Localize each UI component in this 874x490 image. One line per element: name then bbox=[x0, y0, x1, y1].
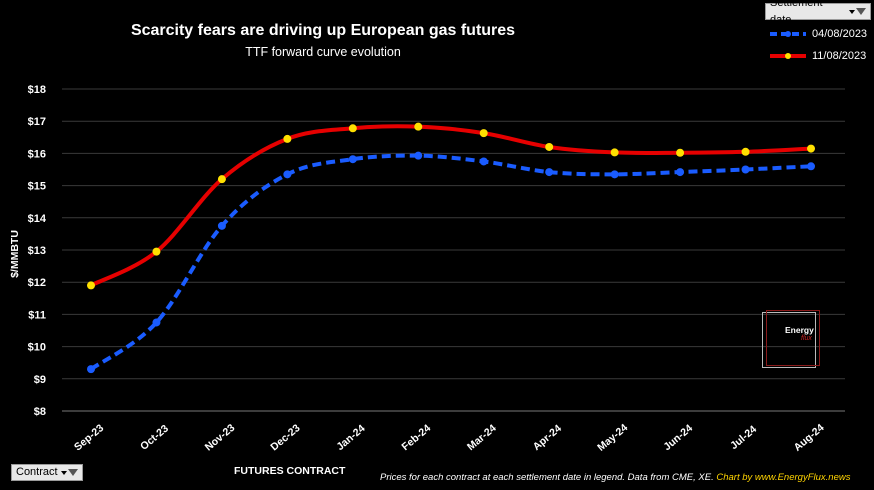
legend-item-series2[interactable]: 11/08/2023 bbox=[768, 45, 867, 67]
x-tick-label: Nov-23 bbox=[203, 422, 238, 454]
data-point-04-08-2023 bbox=[807, 162, 815, 171]
logo-text-line1: Energy bbox=[785, 325, 814, 335]
x-tick-label: Jul-24 bbox=[728, 423, 759, 452]
data-point-04-08-2023 bbox=[87, 365, 95, 374]
footnote: Prices for each contract at each settlem… bbox=[380, 472, 850, 483]
logo-text-line2: flux bbox=[801, 335, 812, 342]
y-tick-label: $11 bbox=[28, 309, 46, 321]
data-point-11-08-2023 bbox=[676, 148, 685, 157]
contract-filter-button[interactable]: Contract bbox=[11, 464, 83, 481]
legend-label-series2: 11/08/2023 bbox=[812, 50, 867, 62]
data-point-04-08-2023 bbox=[283, 170, 292, 179]
x-tick-label: Feb-24 bbox=[400, 422, 434, 453]
chart-title: Scarcity fears are driving up European g… bbox=[130, 22, 516, 39]
x-axis-label: FUTURES CONTRACT bbox=[234, 465, 346, 477]
data-point-04-08-2023 bbox=[217, 221, 226, 230]
data-point-11-08-2023 bbox=[479, 129, 488, 138]
settlement-date-filter-label: Settlement date bbox=[770, 0, 823, 26]
x-tick-label: Jan-24 bbox=[334, 422, 367, 453]
x-tick-label: Aug-24 bbox=[792, 422, 827, 454]
x-tick-label: Mar-24 bbox=[465, 422, 499, 453]
y-tick-label: $16 bbox=[28, 148, 46, 160]
energyflux-logo: Energy flux bbox=[762, 310, 820, 368]
series-line-04-08-2023 bbox=[89, 153, 812, 371]
data-point-04-08-2023 bbox=[545, 168, 554, 177]
contract-filter-label: Contract bbox=[16, 466, 58, 478]
data-point-11-08-2023 bbox=[283, 134, 292, 143]
data-point-11-08-2023 bbox=[217, 175, 226, 184]
x-tick-label: Sep-23 bbox=[72, 422, 106, 453]
legend-item-series1[interactable]: 04/08/2023 bbox=[768, 23, 867, 45]
data-point-11-08-2023 bbox=[348, 124, 357, 133]
legend-label-series1: 04/08/2023 bbox=[812, 28, 868, 40]
data-point-11-08-2023 bbox=[414, 122, 423, 131]
legend-swatch-solid-red bbox=[770, 53, 806, 59]
data-point-11-08-2023 bbox=[610, 148, 619, 157]
y-tick-label: $15 bbox=[28, 181, 46, 193]
data-point-04-08-2023 bbox=[479, 157, 488, 166]
footnote-source: Prices for each contract at each settlem… bbox=[380, 472, 714, 483]
legend: 04/08/2023 11/08/2023 bbox=[768, 23, 867, 67]
data-point-04-08-2023 bbox=[610, 170, 619, 179]
y-tick-label: $18 bbox=[28, 84, 46, 96]
y-axis-label: $/MMBTU bbox=[9, 230, 21, 278]
data-point-04-08-2023 bbox=[741, 165, 750, 174]
chart-subtitle: TTF forward curve evolution bbox=[245, 45, 401, 59]
y-tick-label: $10 bbox=[28, 342, 46, 354]
x-tick-label: Oct-23 bbox=[138, 423, 171, 453]
data-point-11-08-2023 bbox=[545, 142, 554, 151]
x-tick-label: Jun-24 bbox=[661, 422, 695, 453]
data-point-04-08-2023 bbox=[348, 155, 357, 164]
y-tick-label: $14 bbox=[28, 213, 47, 225]
x-tick-label: Dec-23 bbox=[268, 422, 302, 453]
data-point-11-08-2023 bbox=[87, 281, 95, 290]
filter-dropdown-icon bbox=[60, 469, 78, 476]
filter-dropdown-icon bbox=[849, 8, 866, 15]
data-point-11-08-2023 bbox=[741, 147, 750, 156]
y-tick-label: $13 bbox=[28, 245, 46, 257]
data-point-11-08-2023 bbox=[152, 247, 161, 256]
series-line-11-08-2023 bbox=[90, 124, 812, 288]
data-point-04-08-2023 bbox=[676, 168, 685, 177]
x-tick-label: Apr-24 bbox=[531, 422, 564, 453]
data-point-04-08-2023 bbox=[414, 151, 423, 160]
x-tick-label: May-24 bbox=[595, 422, 630, 454]
y-tick-label: $12 bbox=[28, 277, 46, 289]
data-point-11-08-2023 bbox=[807, 144, 815, 153]
footnote-credit[interactable]: Chart by www.EnergyFlux.news bbox=[716, 472, 851, 483]
y-tick-label: $17 bbox=[28, 116, 46, 128]
data-point-04-08-2023 bbox=[152, 318, 161, 327]
y-tick-label: $9 bbox=[34, 374, 46, 386]
legend-swatch-dashed-blue bbox=[770, 31, 806, 37]
settlement-date-filter-button[interactable]: Settlement date bbox=[765, 0, 871, 26]
y-tick-label: $8 bbox=[34, 406, 46, 418]
